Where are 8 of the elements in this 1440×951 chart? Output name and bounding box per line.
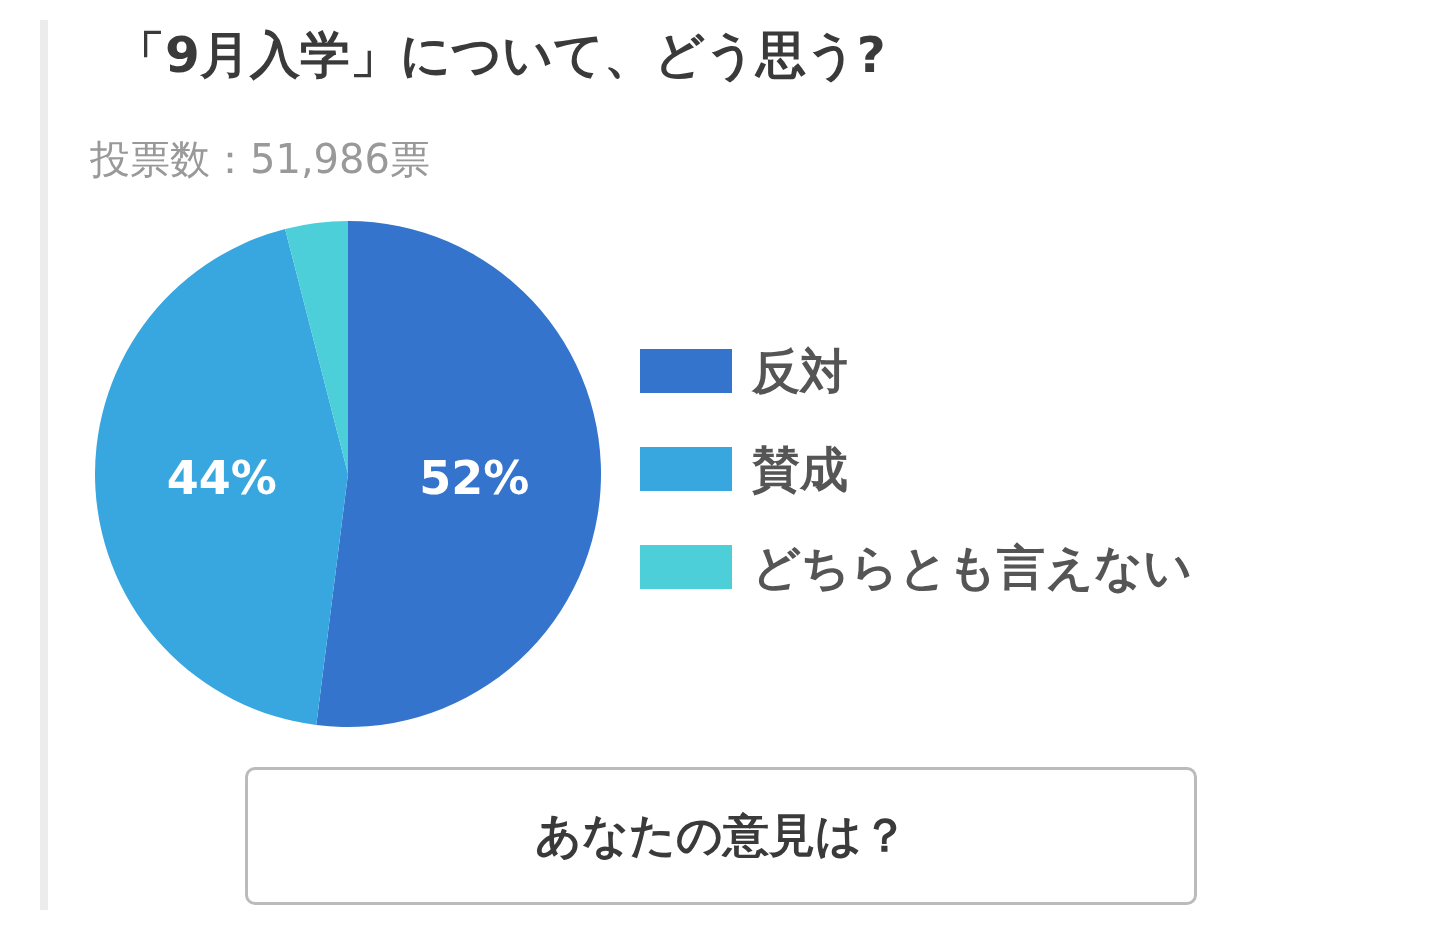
data-label: 44% bbox=[166, 450, 277, 505]
legend-label: 賛成 bbox=[752, 440, 848, 499]
chart-title: 「9月入学」について、どう思う? bbox=[115, 25, 886, 86]
legend-label: どちらとも言えない bbox=[752, 538, 1192, 597]
text: あなたの意見は？ bbox=[245, 767, 1197, 905]
chart-subtitle: 投票数：51,986票 bbox=[90, 135, 430, 184]
data-label: 52% bbox=[419, 450, 530, 505]
legend-label: 反対 bbox=[752, 342, 848, 401]
